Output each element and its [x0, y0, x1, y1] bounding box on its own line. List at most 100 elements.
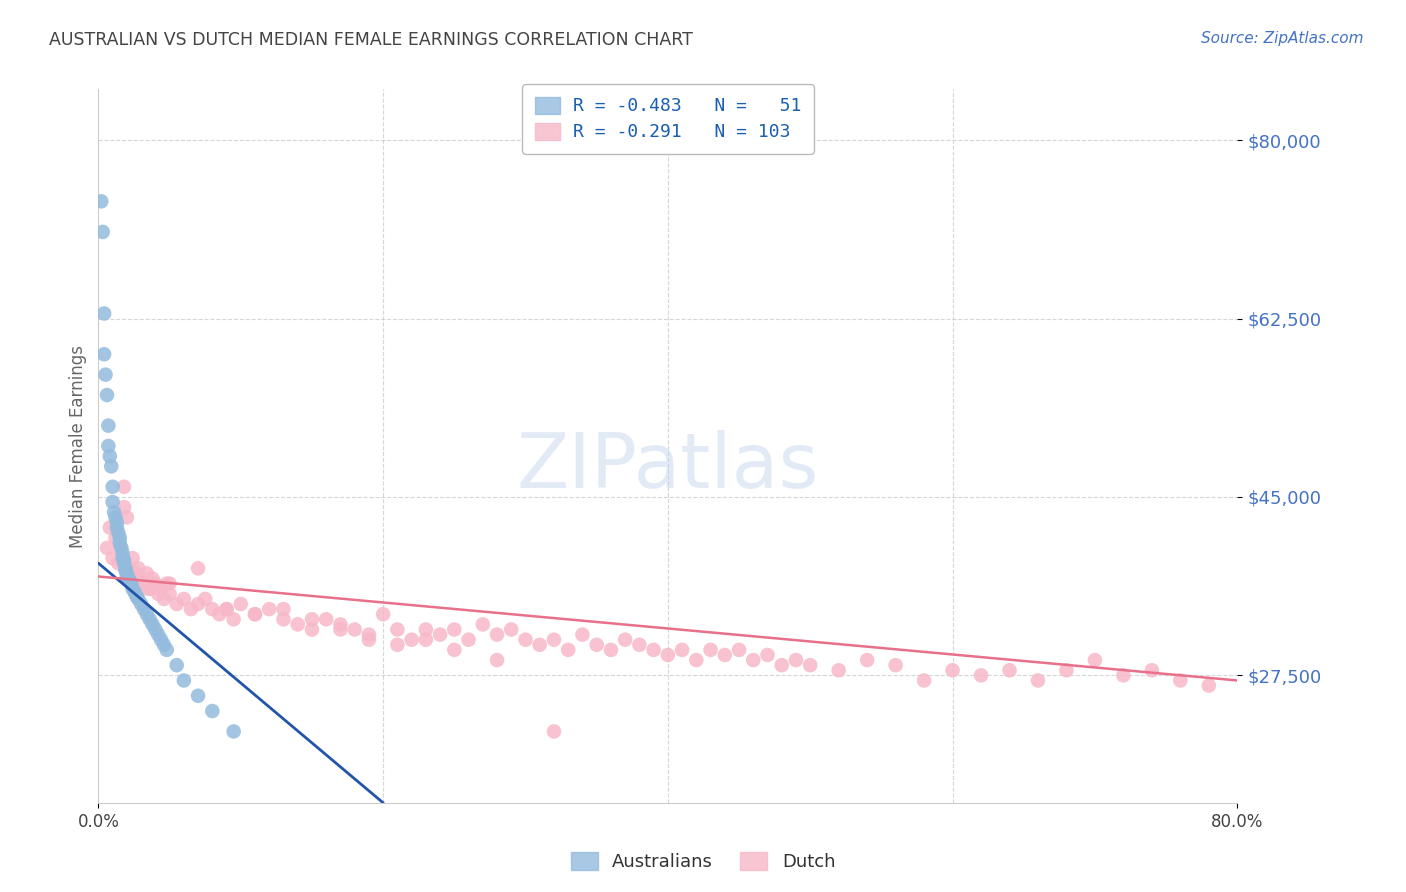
- Text: Source: ZipAtlas.com: Source: ZipAtlas.com: [1201, 31, 1364, 46]
- Point: [135, 566, 157, 581]
- Point: [187, 597, 209, 611]
- Legend: R = -0.483   N =   51, R = -0.291   N = 103: R = -0.483 N = 51, R = -0.291 N = 103: [522, 84, 814, 154]
- Point: [180, 602, 202, 616]
- Point: [401, 632, 423, 647]
- Point: [101, 495, 124, 509]
- Point: [243, 607, 266, 622]
- Point: [100, 459, 122, 474]
- Point: [150, 582, 173, 596]
- Point: [685, 653, 707, 667]
- Point: [357, 627, 380, 641]
- Point: [153, 591, 176, 606]
- Point: [105, 516, 128, 530]
- Point: [118, 561, 141, 575]
- Point: [443, 623, 465, 637]
- Point: [135, 607, 157, 622]
- Point: [124, 566, 146, 581]
- Point: [127, 591, 149, 606]
- Point: [614, 632, 637, 647]
- Y-axis label: Median Female Earnings: Median Female Earnings: [69, 344, 87, 548]
- Point: [148, 587, 170, 601]
- Point: [501, 623, 523, 637]
- Point: [156, 576, 179, 591]
- Point: [187, 561, 209, 575]
- Point: [243, 607, 266, 622]
- Point: [828, 663, 851, 677]
- Point: [443, 643, 465, 657]
- Point: [112, 553, 135, 567]
- Point: [132, 602, 155, 616]
- Point: [486, 653, 509, 667]
- Point: [529, 638, 551, 652]
- Point: [124, 587, 146, 601]
- Point: [115, 569, 138, 583]
- Point: [557, 643, 579, 657]
- Point: [373, 607, 395, 622]
- Point: [756, 648, 779, 662]
- Point: [108, 536, 131, 550]
- Point: [742, 653, 765, 667]
- Point: [415, 632, 437, 647]
- Point: [112, 500, 135, 515]
- Point: [129, 572, 152, 586]
- Point: [222, 724, 245, 739]
- Point: [105, 520, 128, 534]
- Point: [1056, 663, 1078, 677]
- Point: [415, 623, 437, 637]
- Point: [856, 653, 879, 667]
- Point: [114, 563, 136, 577]
- Point: [998, 663, 1021, 677]
- Point: [111, 551, 134, 566]
- Point: [600, 643, 623, 657]
- Point: [93, 347, 115, 361]
- Point: [1084, 653, 1107, 667]
- Point: [1026, 673, 1049, 688]
- Point: [90, 194, 112, 209]
- Point: [329, 617, 352, 632]
- Point: [108, 531, 131, 545]
- Point: [112, 556, 135, 570]
- Point: [628, 638, 651, 652]
- Point: [98, 520, 121, 534]
- Point: [343, 623, 366, 637]
- Point: [125, 590, 148, 604]
- Point: [657, 648, 679, 662]
- Point: [148, 627, 170, 641]
- Point: [515, 632, 537, 647]
- Point: [728, 643, 751, 657]
- Point: [173, 591, 195, 606]
- Point: [94, 368, 117, 382]
- Point: [1112, 668, 1135, 682]
- Point: [201, 704, 224, 718]
- Point: [91, 225, 114, 239]
- Point: [799, 658, 821, 673]
- Point: [138, 612, 160, 626]
- Point: [138, 582, 160, 596]
- Point: [942, 663, 965, 677]
- Point: [115, 510, 138, 524]
- Text: ZIPatlas: ZIPatlas: [516, 431, 820, 504]
- Point: [150, 632, 173, 647]
- Point: [194, 591, 217, 606]
- Point: [156, 643, 179, 657]
- Point: [1198, 679, 1220, 693]
- Point: [101, 551, 124, 566]
- Point: [357, 632, 380, 647]
- Point: [96, 541, 118, 555]
- Point: [96, 388, 118, 402]
- Point: [121, 551, 143, 566]
- Point: [121, 582, 143, 596]
- Point: [301, 612, 323, 626]
- Point: [97, 418, 120, 433]
- Point: [770, 658, 793, 673]
- Point: [912, 673, 935, 688]
- Point: [112, 480, 135, 494]
- Point: [699, 643, 721, 657]
- Point: [571, 627, 593, 641]
- Point: [671, 643, 693, 657]
- Point: [1170, 673, 1192, 688]
- Point: [486, 627, 509, 641]
- Point: [103, 505, 125, 519]
- Point: [127, 561, 149, 575]
- Point: [585, 638, 607, 652]
